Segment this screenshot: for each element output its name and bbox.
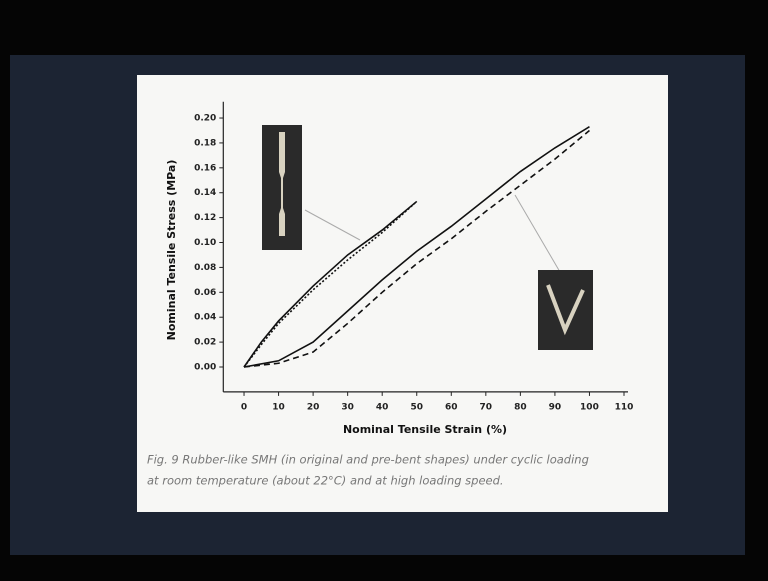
- x-tick-label: 20: [307, 402, 320, 412]
- x-tick-label: 50: [410, 402, 423, 412]
- y-tick-label: 0.06: [194, 288, 216, 298]
- y-tick-label: 0.20: [194, 114, 216, 124]
- x-tick-label: 110: [615, 402, 634, 412]
- y-tick-label: 0.10: [194, 238, 216, 248]
- y-tick-label: 0.02: [194, 338, 216, 348]
- y-tick-label: 0.04: [194, 313, 216, 323]
- caption: at room temperature (about 22°C) and at …: [147, 474, 504, 488]
- y-tick-label: 0.08: [194, 263, 216, 273]
- slide: Nominal Tensile Strain (%) Nominal Tensi…: [0, 0, 768, 581]
- y-tick-label: 0.00: [194, 363, 216, 373]
- x-tick-label: 30: [341, 402, 354, 412]
- inset-photo: [538, 270, 593, 350]
- y-tick-label: 0.18: [194, 138, 216, 148]
- y-tick-label: 0.14: [194, 188, 216, 198]
- x-tick-label: 10: [272, 402, 285, 412]
- x-tick-label: 0: [241, 402, 247, 412]
- x-tick-label: 100: [580, 402, 599, 412]
- y-axis-label: Nominal Tensile Stress (MPa): [165, 160, 178, 341]
- x-tick-label: 80: [514, 402, 527, 412]
- x-tick-label: 90: [549, 402, 562, 412]
- y-tick-label: 0.16: [194, 163, 216, 173]
- caption: Fig. 9 Rubber-like SMH (in original and …: [147, 453, 589, 467]
- x-axis-label: Nominal Tensile Strain (%): [343, 423, 507, 436]
- x-tick-label: 70: [480, 402, 493, 412]
- x-tick-label: 40: [376, 402, 389, 412]
- y-tick-label: 0.12: [194, 213, 216, 223]
- x-tick-label: 60: [445, 402, 458, 412]
